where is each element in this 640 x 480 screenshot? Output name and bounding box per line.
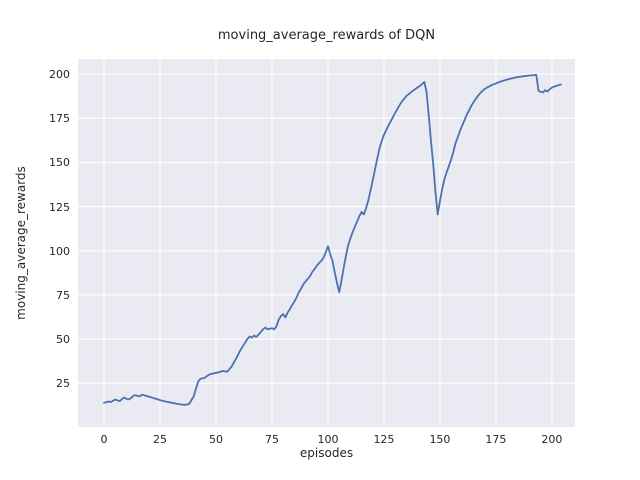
x-tick-label: 0	[100, 433, 108, 446]
chart-title: moving_average_rewards of DQN	[217, 28, 436, 43]
y-tick-label: 125	[49, 200, 70, 214]
y-tick-label: 150	[49, 156, 70, 170]
y-tick-label: 200	[49, 68, 70, 82]
x-tick-label: 125	[373, 433, 395, 446]
x-tick-label: 50	[208, 433, 223, 446]
y-tick-label: 25	[56, 377, 70, 391]
y-axis-label: moving_average_rewards	[14, 166, 28, 320]
x-tick-label: 25	[152, 433, 167, 446]
x-tick-label: 75	[264, 433, 279, 446]
y-tick-label: 100	[49, 244, 70, 258]
x-axis-label: episodes	[299, 446, 354, 460]
x-tick-label: 150	[429, 433, 451, 446]
data-line	[103, 74, 562, 406]
x-tick-label: 100	[317, 433, 339, 446]
y-tick-label: 175	[49, 112, 70, 126]
plot-background	[78, 59, 575, 427]
x-tick-label: 200	[541, 433, 563, 446]
x-tick-label: 175	[485, 433, 507, 446]
y-tick-label: 50	[56, 333, 70, 347]
y-tick-label: 75	[56, 288, 70, 302]
